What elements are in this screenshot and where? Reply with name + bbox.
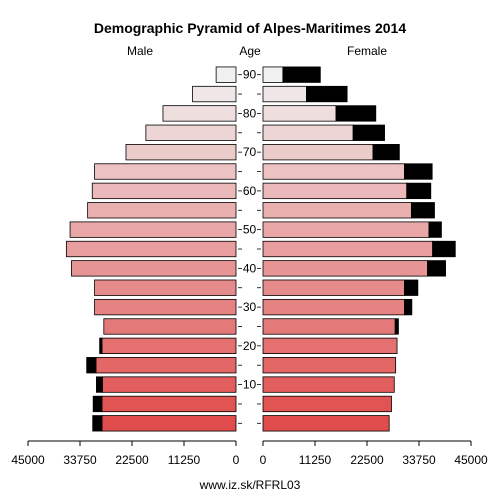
male-bar-35-39	[94, 279, 237, 296]
female-excess-55-59	[410, 202, 435, 219]
male-excess-20-24	[99, 337, 103, 354]
female-excess-75-79	[352, 124, 385, 141]
age-label-20: 20	[243, 339, 257, 353]
female-excess-25-29	[394, 318, 399, 335]
female-bar-55-59	[262, 202, 412, 219]
female-bar-10-14	[262, 376, 395, 393]
male-bar-5-9	[101, 395, 237, 413]
female-excess-60-64	[406, 182, 432, 200]
male-bar-90+	[215, 66, 237, 83]
age-label-60: 60	[243, 184, 257, 198]
female-bar-25-29	[262, 318, 396, 335]
age-label-10: 10	[243, 378, 257, 392]
age-label-30: 30	[243, 300, 257, 314]
male-bar-70-74	[125, 144, 237, 161]
male-x-tick-label: 22500	[115, 453, 149, 467]
male-bar-10-14	[102, 376, 237, 393]
female-excess-30-34	[404, 298, 413, 316]
female-bar-65-69	[262, 163, 405, 180]
female-excess-35-39	[404, 279, 419, 296]
female-bar-80-84	[262, 105, 337, 122]
female-x-tick-label: 45000	[454, 453, 488, 467]
male-x-tick-label: 11250	[168, 453, 201, 467]
male-bar-65-69	[94, 163, 237, 180]
female-x-tick-label: 33750	[402, 453, 436, 467]
female-x-tick-label: 11250	[299, 453, 332, 467]
axes-group: 10 20 30 40 50 60 70 80 90 45000 45000 33750 33750 22…	[11, 68, 488, 467]
female-bar-85-89	[262, 85, 307, 103]
male-bar-55-59	[87, 202, 237, 219]
female-excess-50-54	[428, 221, 442, 238]
male-bar-60-64	[91, 182, 237, 200]
male-bar-15-19	[95, 357, 237, 374]
male-bar-30-34	[94, 298, 237, 316]
female-bar-35-39	[262, 279, 405, 296]
chart-title: Demographic Pyramid of Alpes-Maritimes 2…	[94, 20, 406, 36]
male-bar-80-84	[162, 105, 237, 122]
male-bar-75-79	[145, 124, 237, 141]
age-header: Age	[239, 44, 261, 58]
female-header: Female	[347, 44, 387, 58]
female-bar-75-79	[262, 124, 354, 141]
male-x-tick-label: 0	[233, 453, 240, 467]
male-bar-0-4	[101, 415, 237, 432]
female-bar-70-74	[262, 144, 374, 161]
female-excess-40-44	[427, 260, 446, 277]
female-excess-65-69	[404, 163, 433, 180]
male-bar-40-44	[71, 260, 237, 277]
male-x-tick-label: 45000	[11, 453, 45, 467]
female-excess-85-89	[306, 85, 348, 103]
female-bar-5-9	[262, 395, 392, 413]
male-bar-45-49	[65, 240, 237, 258]
female-excess-70-74	[372, 144, 400, 161]
female-bar-30-34	[262, 298, 405, 316]
female-bar-45-49	[262, 240, 434, 258]
age-label-40: 40	[243, 261, 257, 275]
male-bar-25-29	[103, 318, 237, 335]
male-excess-15-19	[86, 357, 97, 374]
female-x-tick-label: 22500	[350, 453, 384, 467]
age-label-90: 90	[243, 68, 257, 82]
female-excess-45-49	[432, 240, 456, 258]
bars-group	[65, 66, 456, 432]
female-x-tick-label: 0	[260, 453, 267, 467]
female-bar-20-24	[262, 337, 398, 354]
male-excess-5-9	[92, 395, 103, 413]
male-bar-85-89	[192, 85, 237, 103]
female-bar-15-19	[262, 357, 397, 374]
female-bar-90+	[262, 66, 284, 83]
male-bar-20-24	[101, 337, 237, 354]
male-excess-10-14	[96, 376, 103, 393]
female-bar-60-64	[262, 182, 408, 200]
female-excess-90+	[282, 66, 321, 83]
male-header: Male	[127, 44, 153, 58]
male-x-tick-label: 33750	[63, 453, 97, 467]
male-excess-0-4	[92, 415, 103, 432]
age-label-50: 50	[243, 223, 257, 237]
age-label-70: 70	[243, 145, 257, 159]
female-bar-50-54	[262, 221, 430, 238]
female-bar-0-4	[262, 415, 390, 432]
male-bar-50-54	[69, 221, 237, 238]
female-bar-40-44	[262, 260, 428, 277]
female-excess-80-84	[335, 105, 377, 122]
footer-source: www.iz.sk/RFRL03	[199, 478, 301, 492]
age-label-80: 80	[243, 106, 257, 120]
